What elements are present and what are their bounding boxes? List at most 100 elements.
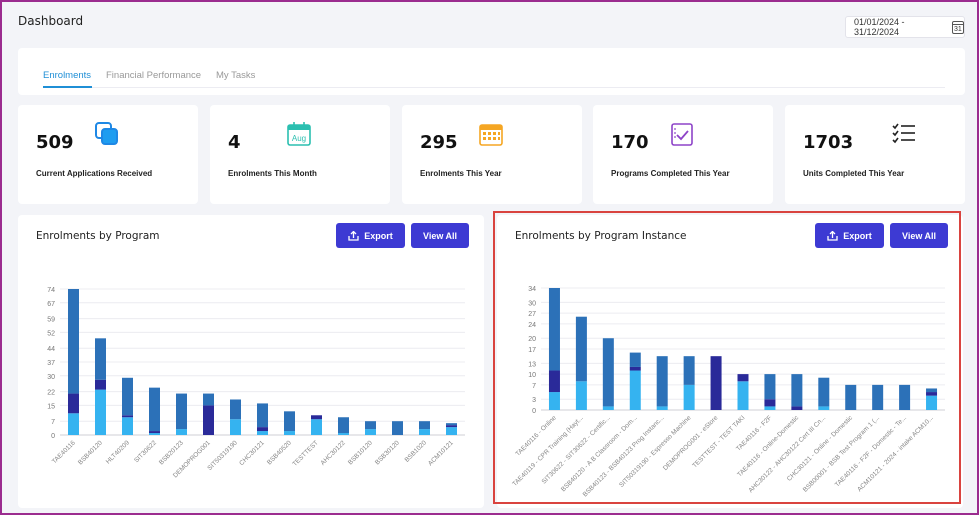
y-tick-label: 10 — [528, 372, 536, 379]
view-all-button[interactable]: View All — [890, 223, 948, 248]
tab-financial-performance[interactable]: Financial Performance — [106, 70, 202, 81]
calendar-icon[interactable]: 31 — [951, 20, 964, 34]
stat-value: 509 — [36, 132, 74, 153]
bar-segment[interactable] — [446, 427, 457, 435]
bar-segment[interactable] — [872, 384, 884, 410]
y-tick-label: 44 — [47, 346, 55, 353]
bar-segment[interactable] — [548, 288, 560, 371]
bar-segment[interactable] — [764, 374, 776, 400]
export-icon — [348, 230, 359, 241]
bar-segment[interactable] — [122, 377, 133, 416]
bar-segment[interactable] — [95, 389, 106, 435]
bar-segment[interactable] — [926, 395, 938, 410]
bar-segment[interactable] — [446, 423, 457, 426]
stat-value: 4 — [228, 132, 241, 153]
bar-segment[interactable] — [122, 415, 133, 418]
bar-segment[interactable] — [230, 399, 241, 420]
stat-card-enrolments-month: 4 Enrolments This Month Aug — [210, 105, 390, 204]
export-button[interactable]: Export — [815, 223, 884, 248]
calendar-aug-text: Aug — [292, 134, 306, 143]
bar-segment[interactable] — [926, 392, 938, 396]
bar-segment[interactable] — [548, 370, 560, 393]
bar-segment[interactable] — [149, 387, 160, 432]
bar-segment[interactable] — [629, 366, 641, 371]
bar-segment[interactable] — [575, 316, 587, 382]
bar-segment[interactable] — [656, 406, 668, 410]
bar-segment[interactable] — [710, 356, 722, 410]
calendar-aug-icon: Aug — [287, 122, 311, 146]
x-tick-label: TESTTEST — [291, 439, 319, 467]
chart-card-enrolments-by-program-instance: Enrolments by Program Instance Export Vi… — [497, 215, 963, 508]
bar-segment[interactable] — [629, 370, 641, 410]
bar-segment[interactable] — [629, 352, 641, 367]
y-tick-label: 15 — [47, 403, 55, 410]
export-icon — [827, 230, 838, 241]
y-tick-label: 52 — [47, 330, 55, 337]
bar-segment[interactable] — [338, 417, 349, 434]
enrolments-by-program-chart: 0 7 15 22 30 37 44 52 59 67 74 TAE40116 BSB40120 HLT4… — [47, 287, 465, 479]
bar-segment[interactable] — [68, 289, 79, 394]
bar-segment[interactable] — [764, 406, 776, 410]
bar-segment[interactable] — [122, 417, 133, 435]
bar-segment[interactable] — [95, 379, 106, 390]
bar-segment[interactable] — [203, 393, 214, 406]
x-tick-label: BSB30120 — [374, 439, 401, 466]
bar-segment[interactable] — [257, 427, 268, 432]
bar-segment[interactable] — [602, 338, 614, 407]
y-tick-label: 27 — [528, 311, 536, 318]
bar-segment[interactable] — [818, 406, 830, 410]
bar-segment[interactable] — [656, 356, 668, 407]
stat-label: Units Completed This Year — [803, 169, 905, 178]
view-all-button[interactable]: View All — [411, 223, 469, 248]
bar-segment[interactable] — [899, 384, 911, 410]
stat-card-units-completed: 1703 Units Completed This Year — [785, 105, 965, 204]
chart-title: Enrolments by Program Instance — [515, 230, 687, 242]
bar-segment[interactable] — [149, 433, 160, 435]
copy-squares-icon — [95, 122, 118, 145]
bar-segment[interactable] — [311, 419, 322, 435]
bar-segment[interactable] — [548, 392, 560, 410]
bar-segment[interactable] — [149, 431, 160, 434]
bar-segment[interactable] — [737, 374, 749, 382]
bar-segment[interactable] — [365, 421, 376, 430]
bar-segment[interactable] — [338, 433, 349, 435]
bar-segment[interactable] — [257, 403, 268, 428]
bar-segment[interactable] — [257, 431, 268, 435]
y-tick-label: 30 — [47, 374, 55, 381]
bar-segment[interactable] — [419, 429, 430, 435]
y-tick-label: 34 — [528, 286, 536, 293]
bar-segment[interactable] — [68, 393, 79, 414]
bar-segment[interactable] — [284, 411, 295, 432]
bar-segment[interactable] — [419, 421, 430, 430]
bar-segment[interactable] — [683, 356, 695, 385]
y-tick-label: 22 — [47, 390, 55, 397]
bar-segment[interactable] — [176, 393, 187, 430]
bar-segment[interactable] — [95, 338, 106, 380]
bar-segment[interactable] — [203, 405, 214, 435]
bar-segment[interactable] — [764, 399, 776, 407]
bar-segment[interactable] — [68, 413, 79, 435]
bar-segment[interactable] — [818, 377, 830, 407]
export-button[interactable]: Export — [336, 223, 405, 248]
bar-segment[interactable] — [791, 374, 803, 407]
tab-my-tasks[interactable]: My Tasks — [216, 70, 256, 81]
bar-segment[interactable] — [311, 415, 322, 420]
x-tick-label: CHC30121 — [238, 439, 266, 467]
stat-label: Programs Completed This Year — [611, 169, 730, 178]
tab-enrolments[interactable]: Enrolments — [43, 70, 92, 81]
bar-segment[interactable] — [176, 429, 187, 435]
bar-segment[interactable] — [284, 431, 295, 435]
clipboard-check-icon — [671, 123, 693, 146]
bar-segment[interactable] — [365, 429, 376, 435]
bar-segment[interactable] — [446, 425, 457, 428]
bar-segment[interactable] — [575, 381, 587, 410]
bar-segment[interactable] — [602, 406, 614, 410]
date-range-picker[interactable]: 01/01/2024 - 31/12/2024 31 — [845, 16, 965, 38]
bar-segment[interactable] — [392, 421, 403, 435]
bar-segment[interactable] — [230, 419, 241, 435]
bar-segment[interactable] — [926, 388, 938, 393]
bar-segment[interactable] — [791, 406, 803, 410]
bar-segment[interactable] — [737, 381, 749, 410]
bar-segment[interactable] — [845, 384, 857, 410]
bar-segment[interactable] — [683, 384, 695, 410]
